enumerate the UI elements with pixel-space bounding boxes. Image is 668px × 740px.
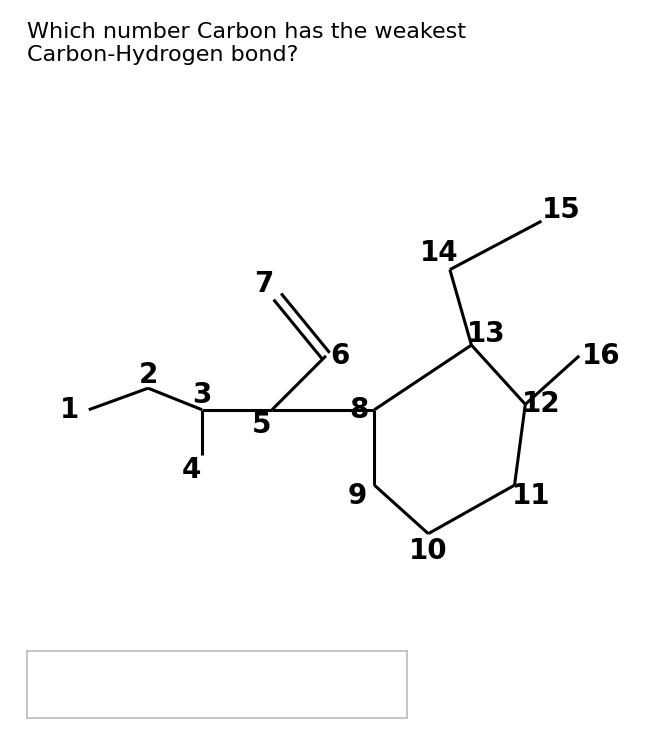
Text: 15: 15 [542,196,580,224]
Text: 5: 5 [251,411,271,439]
Text: 4: 4 [182,456,201,484]
Text: 2: 2 [138,361,158,389]
Text: 3: 3 [192,380,212,408]
Text: 6: 6 [330,342,349,370]
Text: 11: 11 [512,482,550,510]
Text: 7: 7 [254,269,273,297]
Text: 1: 1 [59,396,79,424]
Text: 8: 8 [349,396,369,424]
Text: 16: 16 [581,342,620,370]
Text: 10: 10 [409,537,448,565]
Text: 14: 14 [420,240,458,267]
Text: 9: 9 [347,482,367,510]
Text: 12: 12 [522,390,560,418]
Text: 13: 13 [467,320,506,349]
Text: Which number Carbon has the weakest
Carbon-Hydrogen bond?: Which number Carbon has the weakest Carb… [27,22,466,65]
